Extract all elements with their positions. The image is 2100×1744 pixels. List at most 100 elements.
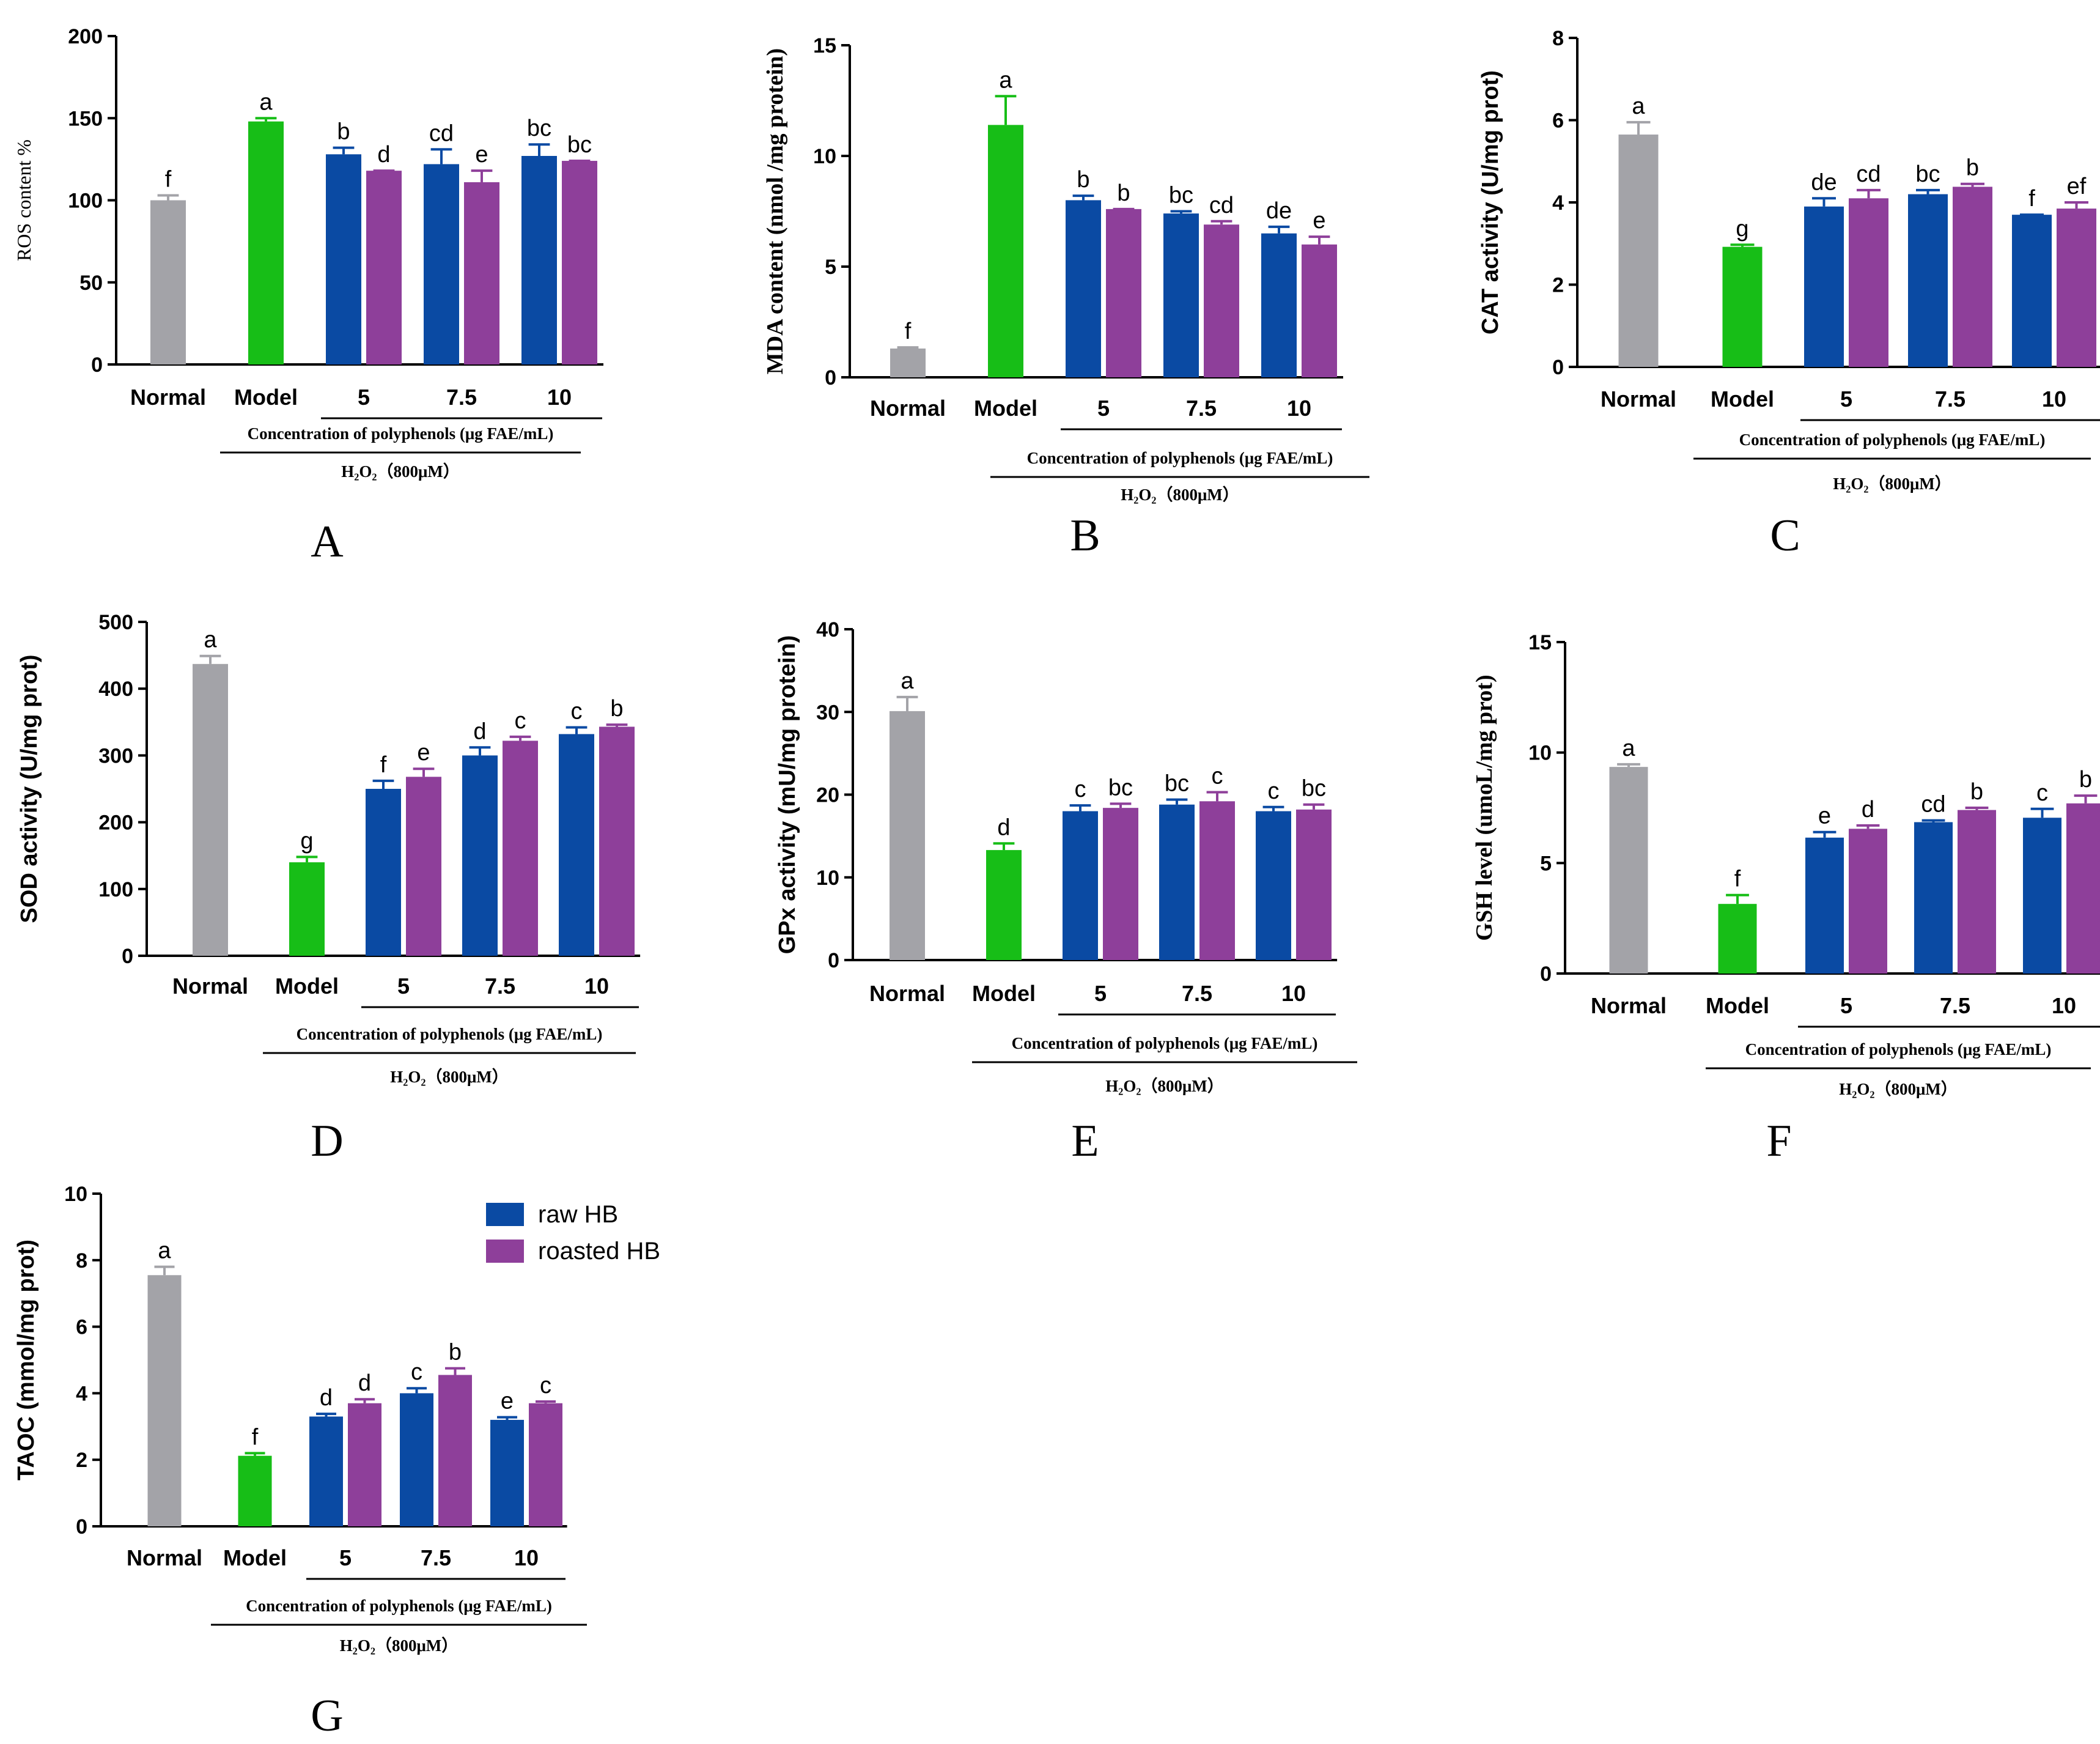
y-tick-label: 0 bbox=[76, 1515, 87, 1539]
significance-letter: f bbox=[165, 166, 172, 192]
y-axis-title: TAOC (mmol/mg prot) bbox=[13, 1240, 39, 1480]
significance-letter: b bbox=[1117, 180, 1130, 206]
bar bbox=[1066, 200, 1101, 377]
panel-B: 0 5 10 15 MDA content (nmol /mg protein) f a b b… bbox=[762, 34, 1369, 561]
y-tick-label: 150 bbox=[68, 107, 103, 130]
bar bbox=[890, 711, 925, 960]
significance-letter: a bbox=[1622, 736, 1635, 761]
category-label: 5 bbox=[397, 974, 410, 999]
panel-E: 0 10 20 30 40 GPx activity (mU/mg protein) a d c… bbox=[775, 618, 1357, 1166]
treatment-label: H₂O₂（800μM） bbox=[1121, 486, 1239, 504]
y-tick-label: 10 bbox=[816, 866, 839, 890]
treatment-label: H₂O₂（800μM） bbox=[1833, 475, 1951, 493]
significance-letter: d bbox=[1862, 797, 1874, 822]
bar bbox=[1805, 837, 1844, 974]
category-label: Normal bbox=[1601, 386, 1676, 412]
bar bbox=[464, 182, 499, 364]
panel-G: 0 2 4 6 8 10 TAOC (mmol/mg prot) a f dd c b e c Normal… bbox=[13, 1183, 587, 1741]
concentration-label: Concentration of polyphenols (μg FAE/mL) bbox=[246, 1597, 552, 1615]
significance-letter: a bbox=[259, 89, 273, 115]
legend-swatch bbox=[486, 1240, 524, 1263]
bar bbox=[238, 1455, 272, 1526]
significance-letter: b bbox=[1966, 155, 1979, 181]
panel-letter: A bbox=[311, 517, 343, 567]
category-label: 7.5 bbox=[1935, 386, 1966, 412]
y-tick-label: 2 bbox=[1552, 274, 1564, 297]
y-tick-label: 4 bbox=[76, 1382, 87, 1405]
bar bbox=[521, 156, 557, 364]
significance-letter: f bbox=[905, 319, 912, 344]
legend-label: roasted HB bbox=[538, 1238, 660, 1265]
y-tick-label: 200 bbox=[68, 25, 103, 48]
concentration-label: Concentration of polyphenols (μg FAE/mL) bbox=[248, 424, 554, 443]
category-label: Normal bbox=[869, 981, 945, 1006]
significance-letter: f bbox=[1734, 866, 1741, 892]
y-tick-label: 0 bbox=[122, 945, 133, 968]
bar bbox=[1958, 810, 1996, 974]
panel-letter: F bbox=[1766, 1116, 1791, 1166]
significance-letter: cd bbox=[429, 120, 454, 146]
category-label: 5 bbox=[358, 385, 370, 410]
bar bbox=[599, 726, 635, 956]
bar bbox=[1718, 904, 1757, 974]
significance-letter: a bbox=[158, 1238, 171, 1264]
bar bbox=[400, 1393, 433, 1526]
bar bbox=[1199, 801, 1235, 960]
bar bbox=[986, 850, 1022, 960]
concentration-label: Concentration of polyphenols (μg FAE/mL) bbox=[1745, 1040, 2052, 1059]
significance-letter: c bbox=[1212, 763, 1223, 789]
significance-letter: e bbox=[501, 1389, 514, 1414]
y-tick-label: 5 bbox=[1540, 852, 1552, 875]
bar bbox=[326, 154, 361, 364]
category-label: 5 bbox=[339, 1545, 352, 1570]
bar bbox=[2066, 803, 2100, 974]
significance-letter: c bbox=[571, 699, 583, 725]
bar bbox=[309, 1416, 343, 1526]
significance-letter: de bbox=[1811, 169, 1837, 195]
panel-letter: E bbox=[1071, 1116, 1099, 1166]
significance-letter: cd bbox=[1209, 193, 1234, 218]
concentration-label: Concentration of polyphenols (μg FAE/mL) bbox=[1012, 1034, 1318, 1052]
bar bbox=[1849, 198, 1888, 367]
bar bbox=[503, 741, 538, 956]
y-tick-label: 0 bbox=[825, 366, 836, 390]
category-label: 10 bbox=[514, 1545, 539, 1570]
significance-letter: f bbox=[252, 1424, 259, 1450]
y-axis-title: CAT activity (U/mg prot) bbox=[1478, 70, 1503, 334]
category-label: Model bbox=[972, 981, 1036, 1006]
category-label: Normal bbox=[130, 385, 206, 410]
significance-letter: c bbox=[2036, 780, 2048, 806]
category-label: Model bbox=[275, 974, 339, 999]
bar bbox=[1103, 808, 1138, 960]
significance-letter: d bbox=[320, 1385, 333, 1411]
category-label: Normal bbox=[1591, 993, 1667, 1018]
category-label: 7.5 bbox=[446, 385, 477, 410]
y-tick-label: 15 bbox=[1528, 631, 1552, 654]
y-tick-label: 100 bbox=[98, 878, 133, 901]
category-label: 10 bbox=[584, 974, 609, 999]
bar bbox=[424, 164, 459, 364]
panel-letter: G bbox=[311, 1691, 343, 1741]
bar bbox=[1106, 209, 1141, 377]
significance-letter: b bbox=[449, 1340, 462, 1365]
y-tick-label: 10 bbox=[1528, 742, 1552, 765]
significance-letter: g bbox=[1736, 216, 1748, 242]
bar bbox=[1908, 194, 1948, 367]
treatment-label: H₂O₂（800μM） bbox=[340, 1636, 458, 1655]
significance-letter: a bbox=[204, 627, 217, 653]
y-tick-label: 50 bbox=[79, 272, 103, 295]
significance-letter: cd bbox=[1921, 792, 1945, 818]
y-tick-label: 20 bbox=[816, 784, 839, 807]
significance-letter: de bbox=[1266, 198, 1292, 224]
category-label: Model bbox=[1711, 386, 1774, 412]
y-tick-label: 8 bbox=[1552, 27, 1564, 50]
y-axis-title: ROS content % bbox=[13, 139, 35, 261]
significance-letter: b bbox=[337, 119, 350, 145]
y-axis-title: GPx activity (mU/mg protein) bbox=[775, 635, 800, 955]
significance-letter: ef bbox=[2067, 174, 2087, 199]
concentration-label: Concentration of polyphenols (μg FAE/mL) bbox=[297, 1025, 603, 1043]
bar bbox=[890, 348, 926, 377]
category-label: Model bbox=[1706, 993, 1769, 1018]
